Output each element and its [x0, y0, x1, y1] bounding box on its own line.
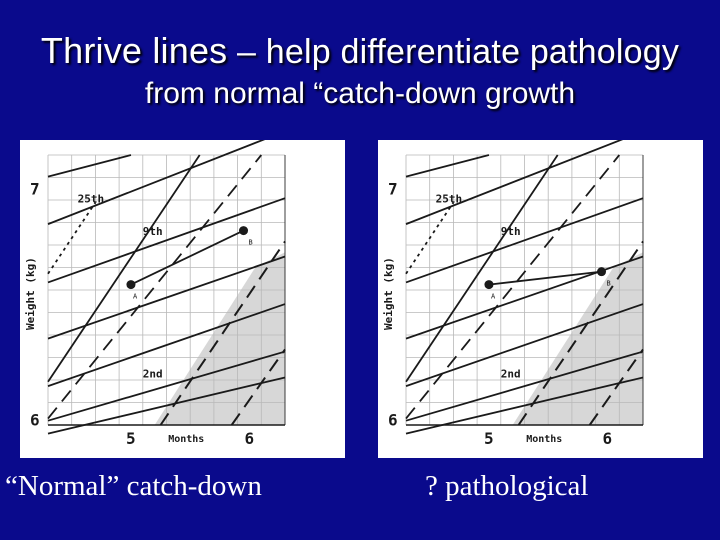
centile-label-2nd: 2nd — [143, 367, 163, 380]
x-tick-label: 5 — [126, 429, 136, 448]
y-axis-label: Weight (kg) — [24, 257, 37, 330]
shaded-region — [154, 252, 285, 425]
thrive-line — [47, 202, 97, 275]
centile-line — [47, 154, 132, 178]
thrive-line — [159, 240, 286, 426]
y-tick-label: 7 — [30, 179, 40, 198]
x-axis-label: Months — [526, 434, 562, 445]
centile-line-9th — [405, 197, 644, 284]
centile-label-9th: 9th — [143, 225, 163, 238]
data-point-B — [597, 267, 607, 277]
y-tick-label: 7 — [388, 179, 398, 198]
data-point-label-A: A — [133, 293, 138, 301]
y-tick-label: 6 — [388, 411, 398, 430]
x-tick-label: 6 — [244, 429, 254, 448]
growth-trajectory — [130, 229, 244, 286]
thrive-line — [230, 348, 286, 426]
centile-line — [405, 376, 644, 435]
growth-chart-normal: A B 25th 9th 2nd 7 6 5 6 Months Weight (kg) — [20, 140, 345, 458]
slide-subtitle: from normal “catch-down growth — [144, 77, 576, 110]
thrive-line — [405, 154, 559, 383]
data-point-A — [126, 280, 136, 290]
data-point-label-B: B — [249, 239, 253, 247]
thrive-line — [588, 348, 644, 426]
thrive-line — [405, 154, 620, 420]
growth-chart-pathological: A B 25th 9th 2nd 7 6 5 6 Months Weight (kg) — [378, 140, 703, 458]
growth-trajectory — [488, 270, 602, 286]
y-tick-label: 6 — [30, 411, 40, 430]
centile-line-25th — [405, 140, 624, 225]
slide-title-lead: Thrive lines — [40, 30, 228, 71]
centile-line — [405, 154, 490, 178]
caption-normal: “Normal” catch-down — [5, 470, 262, 502]
centile-label-25th: 25th — [78, 193, 105, 206]
slide-title: Thrive lines – help differentiate pathol… — [0, 30, 720, 72]
slide-title-rest: – help differentiate pathology — [227, 33, 680, 71]
data-point-B — [239, 226, 249, 236]
centile-line — [405, 303, 644, 387]
thrive-line — [405, 202, 455, 275]
centile-line-2nd — [405, 350, 644, 422]
x-axis-label: Months — [168, 434, 204, 445]
centile-line — [47, 376, 286, 435]
shaded-region — [512, 252, 643, 425]
centile-label-25th: 25th — [436, 193, 463, 206]
y-axis-label: Weight (kg) — [382, 257, 395, 330]
centile-line — [47, 303, 286, 387]
centile-line-2nd — [47, 350, 286, 422]
data-point-label-A: A — [491, 293, 496, 301]
thrive-line — [47, 154, 262, 420]
centile-label-9th: 9th — [501, 225, 521, 238]
data-point-label-B: B — [607, 280, 611, 288]
centile-line — [47, 255, 286, 340]
data-point-A — [484, 280, 494, 290]
centile-label-2nd: 2nd — [501, 367, 521, 380]
centile-line-9th — [47, 197, 286, 284]
caption-pathological: ? pathological — [425, 470, 589, 502]
centile-line-25th — [47, 140, 266, 225]
thrive-line — [47, 154, 201, 383]
x-tick-label: 5 — [484, 429, 494, 448]
thrive-line — [517, 240, 644, 426]
x-tick-label: 6 — [602, 429, 612, 448]
